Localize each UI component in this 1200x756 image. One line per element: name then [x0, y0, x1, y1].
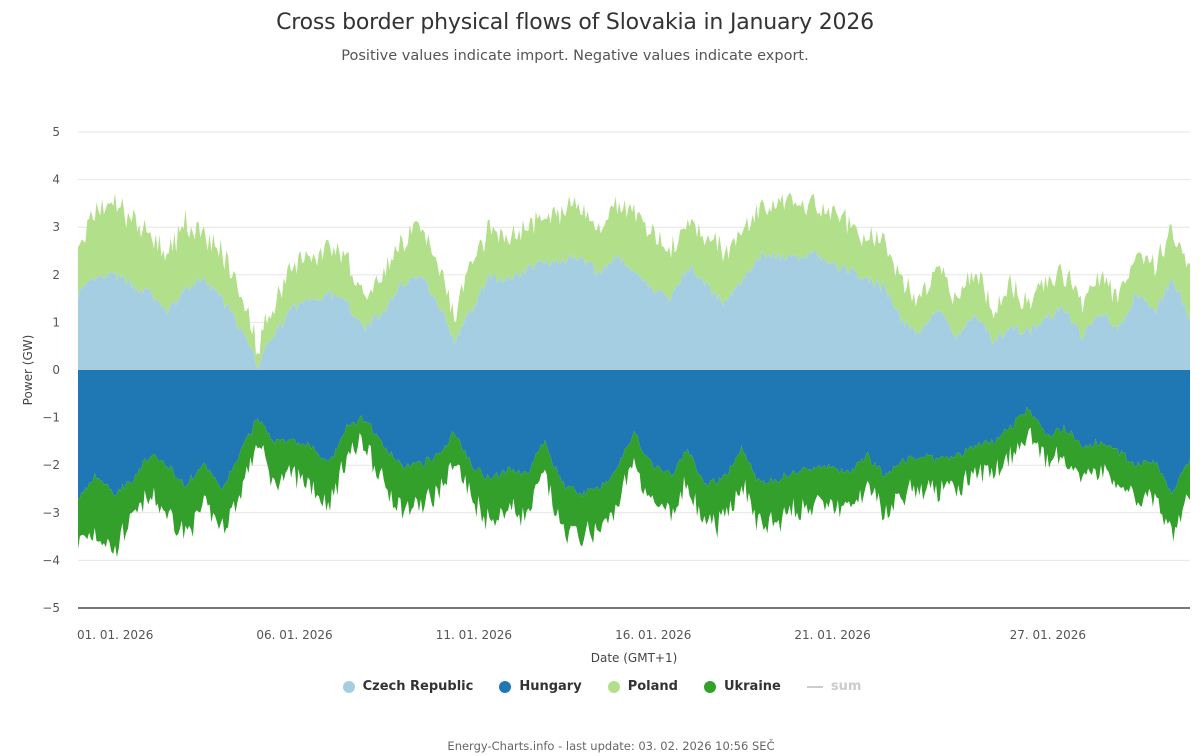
- legend-label: Czech Republic: [362, 679, 474, 694]
- y-tick-label: 2: [52, 268, 60, 282]
- series-area-poland: [78, 192, 1190, 369]
- legend-dot-icon: [499, 680, 512, 693]
- x-tick-label: 11. 01. 2026: [436, 628, 512, 642]
- footer-credit: Energy-Charts.info - last update: 03. 02…: [447, 739, 775, 753]
- x-tick-label: 06. 01. 2026: [256, 628, 332, 642]
- y-axis-ticks: 5 4 3 2 1 0 −1 −2 −3 −4 −5: [42, 125, 60, 615]
- legend-label: Poland: [627, 679, 678, 694]
- y-tick-label: 4: [52, 173, 60, 187]
- y-tick-label: −5: [42, 601, 60, 615]
- series-area-hungary: [78, 370, 1190, 501]
- series-area-ukraine: [78, 406, 1190, 558]
- y-tick-label: 1: [52, 315, 60, 329]
- legend-dot-icon: [703, 680, 716, 693]
- legend-item-poland[interactable]: Poland: [607, 679, 678, 694]
- y-tick-label: 0: [52, 363, 60, 377]
- legend-label: Hungary: [519, 679, 582, 694]
- legend-label: Ukraine: [723, 679, 781, 694]
- series-area-czech-republic: [78, 249, 1190, 370]
- x-tick-label: 16. 01. 2026: [615, 628, 691, 642]
- legend-item-sum[interactable]: sum: [806, 679, 862, 694]
- y-tick-label: −3: [42, 506, 60, 520]
- y-tick-label: 3: [52, 220, 60, 234]
- legend-line-icon: [806, 685, 823, 688]
- legend-dot-icon: [342, 680, 355, 693]
- x-axis-title: Date (GMT+1): [591, 651, 678, 665]
- chart-subtitle: Positive values indicate import. Negativ…: [341, 48, 809, 64]
- x-tick-label: 01. 01. 2026: [77, 628, 153, 642]
- legend: Czech Republic Hungary Poland Ukraine su…: [0, 679, 1200, 694]
- y-tick-label: −1: [42, 411, 60, 425]
- legend-item-ukraine[interactable]: Ukraine: [703, 679, 781, 694]
- x-tick-label: 21. 01. 2026: [794, 628, 870, 642]
- legend-label: sum: [830, 679, 862, 694]
- legend-item-hungary[interactable]: Hungary: [499, 679, 582, 694]
- x-tick-label: 27. 01. 2026: [1010, 628, 1086, 642]
- y-tick-label: 5: [52, 125, 60, 139]
- x-axis-ticks: 01. 01. 2026 06. 01. 2026 11. 01. 2026 16. …: [77, 628, 1086, 642]
- chart-title: Cross border physical flows of Slovakia …: [276, 10, 874, 35]
- y-axis-title: Power (GW): [21, 335, 35, 406]
- legend-item-czech-republic[interactable]: Czech Republic: [342, 679, 474, 694]
- legend-dot-icon: [607, 680, 620, 693]
- y-tick-label: −4: [42, 553, 60, 567]
- series-areas: [78, 192, 1190, 558]
- y-tick-label: −2: [42, 458, 60, 472]
